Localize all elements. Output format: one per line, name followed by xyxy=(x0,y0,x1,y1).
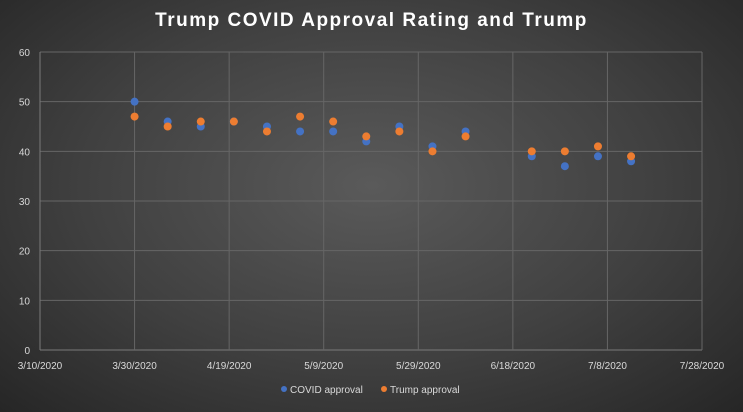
series-1-point-4 xyxy=(262,127,271,136)
y-tick-label-6: 60 xyxy=(19,48,31,59)
series-1-point-2 xyxy=(196,117,205,126)
series-0-point-12 xyxy=(560,162,569,171)
series-1-point-12 xyxy=(560,147,569,156)
series-1-point-7 xyxy=(362,132,371,141)
x-tick-label-0: 3/10/2020 xyxy=(18,361,63,372)
chart-title: Trump COVID Approval Rating and Trump xyxy=(155,10,588,31)
x-tick-label-3: 5/9/2020 xyxy=(304,361,343,372)
series-1-point-9 xyxy=(428,147,437,156)
y-tick-label-4: 40 xyxy=(19,147,31,158)
series-1-point-5 xyxy=(296,112,305,121)
series-0-point-5 xyxy=(296,127,305,136)
series-1-point-13 xyxy=(593,142,602,151)
legend-label-1: Trump approval xyxy=(390,385,460,396)
series-0-point-13 xyxy=(593,152,602,161)
y-tick-label-1: 10 xyxy=(19,296,31,307)
y-tick-label-0: 0 xyxy=(24,346,30,357)
series-1-point-6 xyxy=(329,117,338,126)
y-tick-label-3: 30 xyxy=(19,197,31,208)
x-tick-label-7: 7/28/2020 xyxy=(680,361,725,372)
series-1-point-11 xyxy=(527,147,536,156)
x-tick-label-5: 6/18/2020 xyxy=(491,361,536,372)
series-1-point-3 xyxy=(229,117,238,126)
series-1-point-0 xyxy=(130,112,139,121)
series-1-point-10 xyxy=(461,132,470,141)
legend-marker-1 xyxy=(381,386,387,392)
series-0-point-6 xyxy=(329,127,338,136)
series-1-point-8 xyxy=(395,127,404,136)
x-tick-label-2: 4/19/2020 xyxy=(207,361,252,372)
x-tick-label-1: 3/30/2020 xyxy=(112,361,157,372)
series-0-point-0 xyxy=(130,97,139,106)
y-tick-label-2: 20 xyxy=(19,247,31,258)
x-tick-label-4: 5/29/2020 xyxy=(396,361,441,372)
legend-marker-0 xyxy=(281,386,287,392)
x-tick-label-6: 7/8/2020 xyxy=(588,361,627,372)
legend-label-0: COVID approval xyxy=(290,385,363,396)
y-tick-label-5: 50 xyxy=(19,98,31,109)
series-1-point-14 xyxy=(627,152,636,161)
series-1-point-1 xyxy=(163,122,172,131)
